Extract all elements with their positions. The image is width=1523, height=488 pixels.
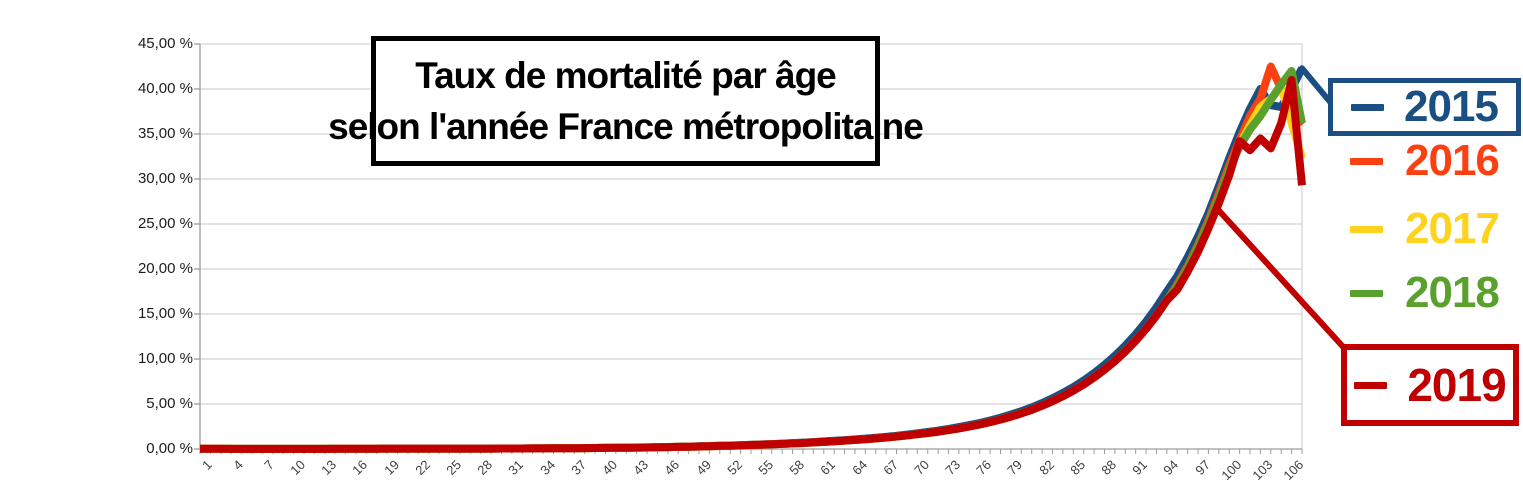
chart-title-line1: Taux de mortalité par âge: [415, 54, 836, 96]
legend-item-2019: 2019: [1341, 344, 1519, 426]
y-axis-tick-label: 35,00 %: [137, 125, 193, 142]
y-axis-tick-label: 15,00 %: [137, 305, 193, 322]
legend-dash-2015-icon: [1351, 103, 1385, 111]
legend-dash-2018-icon: [1350, 289, 1383, 297]
legend-item-2018: 2018: [1350, 268, 1500, 317]
series-line-2019: [199, 76, 1306, 453]
y-axis-tick-label: 25,00 %: [137, 215, 193, 232]
y-axis-tick-label: 5,00 %: [146, 395, 193, 412]
y-axis-tick-label: 30,00 %: [137, 170, 193, 187]
y-axis-tick-label: 40,00 %: [137, 80, 193, 97]
legend-dash-2017-icon: [1350, 225, 1383, 233]
legend-label-2019: 2019: [1407, 359, 1506, 411]
y-axis-tick-label: 10,00 %: [137, 350, 193, 367]
legend-label-2016: 2016: [1405, 136, 1500, 185]
leader-2015: [1299, 65, 1334, 106]
legend-label-2015: 2015: [1404, 82, 1499, 131]
leader-2019: [1215, 207, 1349, 353]
legend-dash-2016-icon: [1350, 157, 1383, 165]
chart-title-line2: selon l'année France métropolitaine: [328, 106, 924, 147]
legend-item-2016: 2016: [1350, 136, 1500, 185]
legend-item-2017: 2017: [1350, 204, 1500, 253]
chart-title-box: Taux de mortalité par âge selon l'année …: [328, 36, 924, 166]
y-axis-tick-label: 20,00 %: [137, 260, 193, 277]
legend-label-2018: 2018: [1405, 268, 1500, 317]
legend-label-2017: 2017: [1405, 204, 1500, 253]
y-axis-tick-label: 45,00 %: [137, 35, 193, 52]
y-axis-tick-label: 0,00 %: [146, 440, 193, 457]
legend-item-2015: 2015: [1328, 78, 1521, 136]
legend-dash-2019-icon: [1354, 381, 1388, 389]
